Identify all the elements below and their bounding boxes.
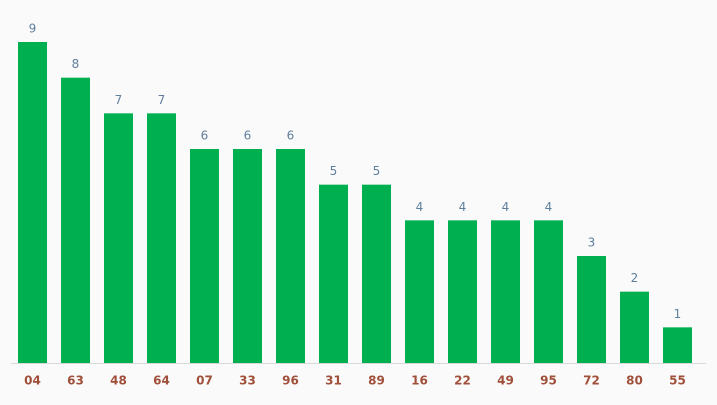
value-label: 9 [29, 22, 37, 36]
value-label: 6 [201, 129, 209, 143]
bar [620, 291, 649, 363]
value-label: 7 [158, 93, 166, 107]
value-label: 8 [72, 57, 80, 71]
bar [61, 77, 90, 364]
value-label: 7 [115, 93, 123, 107]
value-label: 2 [631, 271, 639, 285]
bar [276, 149, 305, 363]
bar [190, 149, 219, 363]
x-tick-label: 55 [669, 374, 686, 388]
value-label: 4 [459, 200, 467, 214]
value-label: 4 [416, 200, 424, 214]
value-label: 4 [545, 200, 553, 214]
bar [147, 113, 176, 363]
x-tick-label: 16 [411, 374, 428, 388]
bar [577, 256, 606, 363]
bar [491, 220, 520, 363]
bar [448, 220, 477, 363]
x-tick-label: 80 [626, 374, 643, 388]
x-tick-label: 95 [540, 374, 557, 388]
x-tick-label: 33 [239, 374, 256, 388]
x-tick-label: 89 [368, 374, 385, 388]
value-label: 4 [502, 200, 510, 214]
x-tick-label: 48 [110, 374, 127, 388]
value-label: 3 [588, 236, 596, 250]
value-label: 5 [330, 164, 338, 178]
value-label: 5 [373, 164, 381, 178]
x-tick-label: 07 [196, 374, 213, 388]
x-tick-label: 31 [325, 374, 342, 388]
bar [534, 220, 563, 363]
value-label: 6 [287, 129, 295, 143]
x-tick-label: 96 [282, 374, 299, 388]
bar [319, 184, 348, 363]
x-tick-label: 22 [454, 374, 471, 388]
bar [405, 220, 434, 363]
x-tick-label: 04 [24, 374, 41, 388]
x-tick-label: 72 [583, 374, 600, 388]
x-tick-label: 49 [497, 374, 514, 388]
bar [663, 327, 692, 363]
x-tick-label: 63 [67, 374, 84, 388]
value-label: 6 [244, 129, 252, 143]
bar [18, 42, 47, 363]
bar [233, 149, 262, 363]
value-label: 1 [674, 307, 682, 321]
bar [104, 113, 133, 363]
bar [362, 184, 391, 363]
x-tick-label: 64 [153, 374, 170, 388]
